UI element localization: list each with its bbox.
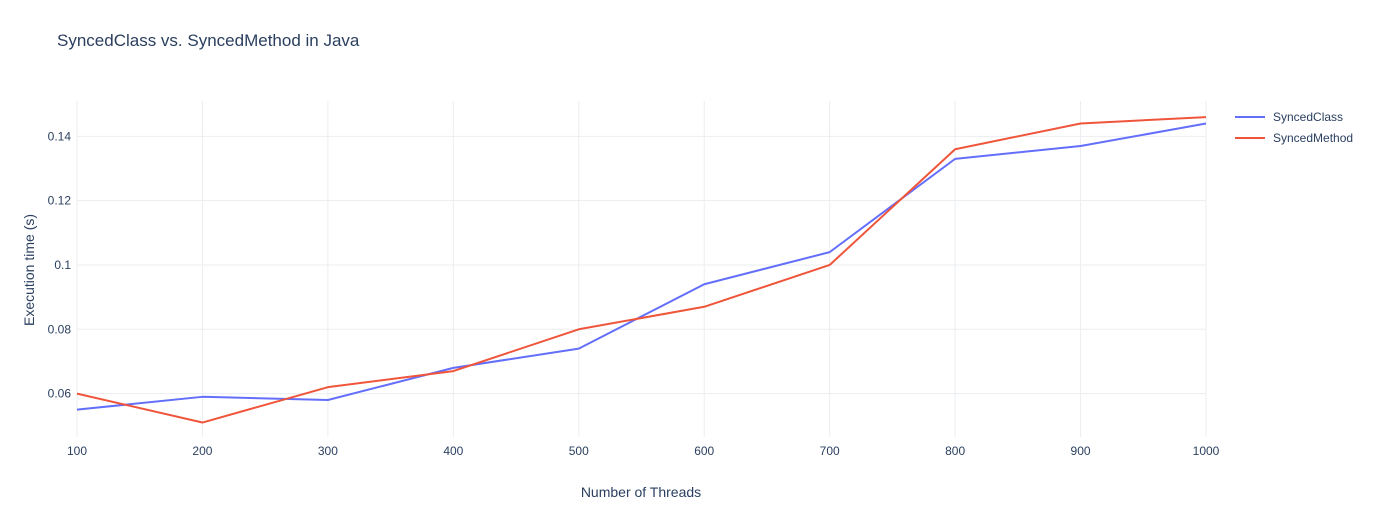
series-lines [76,116,1207,424]
x-tick-label: 200 [192,444,212,458]
x-tick-label: 100 [67,444,87,458]
x-tick-label: 1000 [1193,444,1220,458]
axis-ticks: 100 200 300 400 500 600 700 800 900 1000 0.06 0.08 0… [48,129,1220,458]
y-tick-label: 0.14 [48,129,72,143]
x-tick-label: 400 [443,444,463,458]
y-tick-label: 0.12 [48,194,72,208]
series-line-syncedclass [76,122,1207,411]
x-tick-label: 300 [318,444,338,458]
legend-item-syncedclass[interactable]: SyncedClass [1235,110,1343,124]
x-axis-title: Number of Threads [581,484,701,500]
series-line-syncedmethod [76,116,1207,424]
y-tick-label: 0.08 [48,322,72,336]
x-tick-label: 500 [569,444,589,458]
x-tick-label: 600 [694,444,714,458]
legend-label: SyncedClass [1273,110,1343,124]
legend[interactable]: SyncedClass SyncedMethod [1235,110,1353,145]
x-tick-label: 700 [820,444,840,458]
y-axis-title: Execution time (s) [21,214,37,326]
chart-title: SyncedClass vs. SyncedMethod in Java [57,31,360,50]
y-tick-label: 0.1 [54,258,71,272]
legend-label: SyncedMethod [1273,131,1353,145]
x-tick-label: 900 [1071,444,1091,458]
x-tick-label: 800 [945,444,965,458]
legend-item-syncedmethod[interactable]: SyncedMethod [1235,131,1353,145]
y-tick-label: 0.06 [48,387,72,401]
